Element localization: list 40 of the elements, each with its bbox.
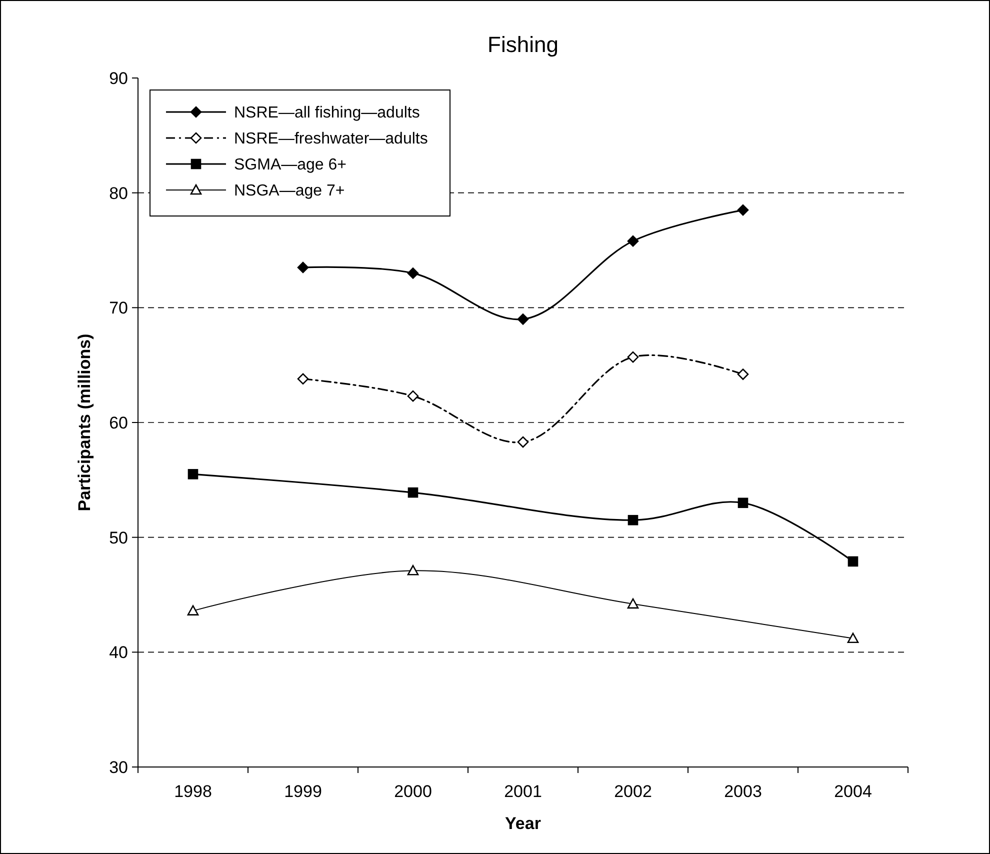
x-tick-label: 1999 [284,782,322,801]
legend-label: NSGA—age 7+ [234,182,345,200]
point [188,469,198,480]
point [847,632,859,644]
y-tick-label: 70 [109,298,128,318]
y-tick-label: 90 [109,68,128,88]
y-tick-label: 40 [109,643,128,662]
x-tick-label: 2004 [834,782,872,801]
point [628,514,638,526]
y-tick-label: 80 [109,184,128,203]
point [407,268,419,279]
point [407,564,419,576]
point [738,498,748,508]
x-tick-label: 1998 [174,782,212,801]
point [407,390,419,402]
point [187,605,199,616]
x-tick-label: 2001 [504,782,542,801]
x-tick-label: 2003 [724,782,762,801]
chart-title: Fishing [488,32,558,57]
point [517,436,529,448]
point [627,598,639,609]
point [737,204,749,216]
point [627,351,639,363]
y-axis-title: Participants (millions) [75,334,94,512]
point [627,235,639,247]
point [517,314,529,325]
point [848,556,858,567]
legend-label: NSRE—all fishing—adults [234,104,420,122]
point [408,487,418,498]
y-tick-label: 30 [109,758,128,777]
x-tick-label: 2000 [394,782,432,801]
y-tick-label: 50 [109,528,128,548]
legend-label: NSRE—freshwater—adults [234,130,428,148]
legend-label: SGMA—age 6+ [234,156,346,174]
point [297,373,309,385]
point [737,368,749,380]
x-axis-title: Year [505,814,542,833]
y-tick-label: 60 [109,413,128,432]
x-tick-label: 2002 [614,782,652,801]
point [297,262,309,274]
